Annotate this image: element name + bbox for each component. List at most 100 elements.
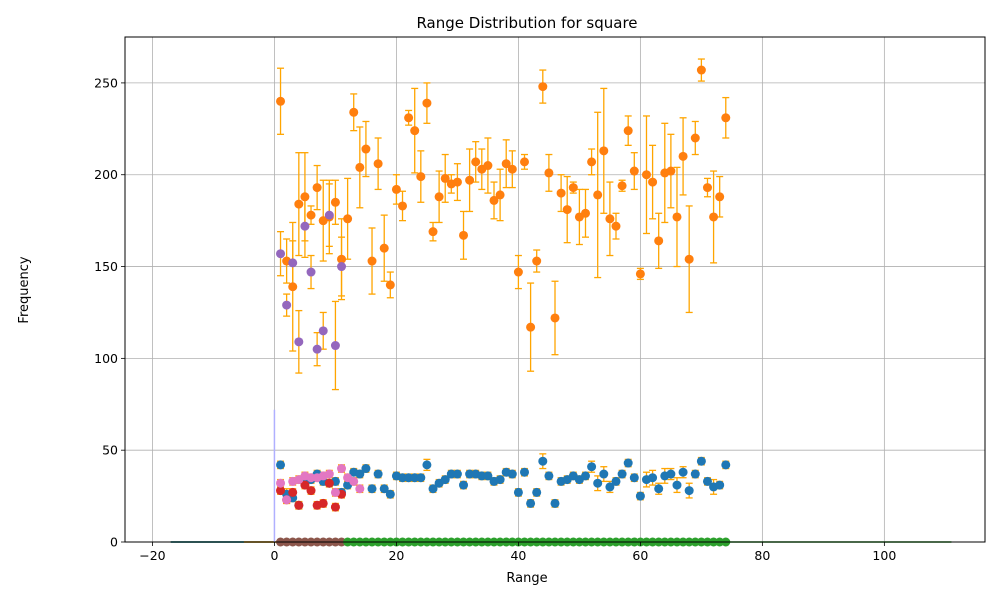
data-point [666,469,676,479]
data-point [361,464,371,474]
data-point [318,326,328,336]
data-point [422,460,432,470]
data-point [648,177,658,187]
data-point [440,173,450,183]
data-point [355,162,365,172]
data-point [507,164,517,174]
data-point [349,107,359,117]
data-point [422,98,432,108]
data-point [635,491,645,501]
data-point [544,471,554,481]
data-point [641,170,651,180]
data-point [654,236,664,246]
data-point [330,502,340,512]
data-point [696,65,706,75]
data-point [709,212,719,222]
data-point [324,210,334,220]
data-point [617,181,627,191]
data-point [282,300,292,310]
chart-title: Range Distribution for square [416,14,637,32]
data-point [580,208,590,218]
data-point [550,498,560,508]
data-point [349,476,359,486]
data-point [702,476,712,486]
data-point [690,133,700,143]
y-axis-label: Frequency [17,256,32,323]
data-point [306,267,316,277]
data-point [617,469,627,479]
data-point [337,262,347,272]
data-point [459,480,469,490]
data-point [538,456,548,466]
data-point [330,197,340,207]
data-point [550,313,560,323]
data-point [587,462,597,472]
data-point [568,183,578,193]
data-point [276,478,286,488]
y-tick-label: 0 [110,535,118,550]
data-point [483,161,493,171]
data-point [678,467,688,477]
x-tick-label: 40 [510,548,526,563]
data-point [434,192,444,202]
data-point [532,256,542,266]
data-point [337,464,347,474]
data-point [599,146,609,156]
data-point [702,183,712,193]
data-point [520,157,530,167]
data-point [330,341,340,351]
data-point [452,177,462,187]
data-point [312,344,322,354]
data-point [648,473,658,483]
data-point [398,201,408,211]
data-point [465,175,475,185]
data-point [294,337,304,347]
data-point [416,473,426,483]
data-point [666,166,676,176]
data-point [611,476,621,486]
data-point [696,456,706,466]
data-point [416,172,426,182]
data-point [324,478,334,488]
data-point [300,221,310,231]
data-point [361,144,371,154]
data-point [452,469,462,479]
data-point [471,157,481,167]
data-point [672,480,682,490]
data-point [306,210,316,220]
data-point [385,280,395,290]
data-point [379,484,389,494]
data-point [312,183,322,193]
data-point [684,254,694,264]
data-point [391,184,401,194]
y-tick-label: 150 [94,259,118,274]
data-point [330,487,340,497]
data-point [684,486,694,496]
axis-ticks: −20 0 20 40 60 80 100 0 50 100 150 200 250 [94,75,896,563]
plot-frame [124,36,986,543]
data-point [410,126,420,136]
data-point [721,113,731,123]
data-point [428,227,438,237]
data-point [556,188,566,198]
data-point [629,473,639,483]
data-point [690,469,700,479]
data-point [611,221,621,231]
data-point [599,469,609,479]
data-point [294,199,304,209]
y-tick-label: 100 [94,351,118,366]
data-point [678,151,688,161]
data-point [513,267,523,277]
data-point [501,159,511,169]
data-point [562,205,572,215]
data-point [355,469,365,479]
data-point [538,82,548,92]
grid [125,37,985,543]
data-point [306,486,316,496]
data-point [507,469,517,479]
data-point [580,471,590,481]
data-point [605,482,615,492]
x-tick-label: −20 [139,548,165,563]
data-point [276,460,286,470]
